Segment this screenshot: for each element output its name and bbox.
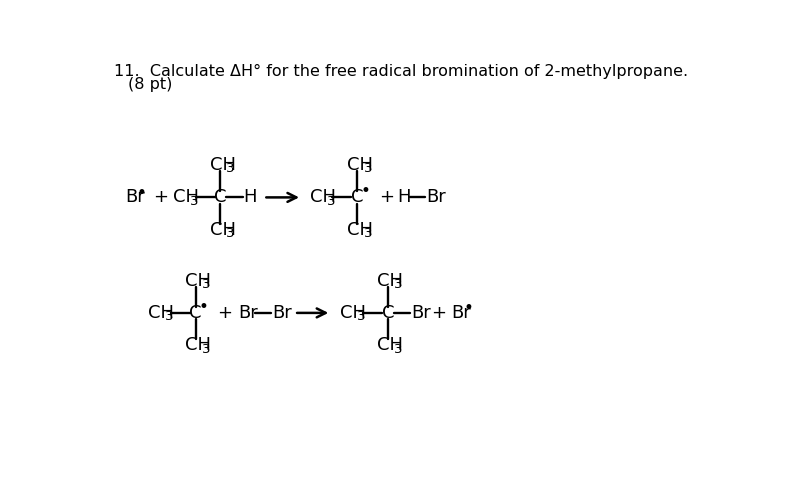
Text: CH: CH <box>309 188 335 206</box>
Text: 3: 3 <box>364 162 372 175</box>
Text: Br: Br <box>427 188 446 206</box>
Text: CH: CH <box>185 336 211 354</box>
Text: 3: 3 <box>364 227 372 240</box>
Text: CH: CH <box>340 304 366 322</box>
Text: CH: CH <box>210 156 236 174</box>
Text: +: + <box>432 304 446 322</box>
Text: 3: 3 <box>202 278 211 291</box>
Text: Br: Br <box>238 304 258 322</box>
Text: 3: 3 <box>165 310 173 323</box>
Text: +: + <box>154 188 168 206</box>
Text: Br: Br <box>411 304 431 322</box>
Text: 11.  Calculate ΔH° for the free radical bromination of 2-methylpropane.: 11. Calculate ΔH° for the free radical b… <box>114 64 688 79</box>
Text: Br: Br <box>451 304 471 322</box>
Text: 3: 3 <box>394 343 403 356</box>
Text: H: H <box>397 188 411 206</box>
Text: 3: 3 <box>227 162 235 175</box>
Text: C: C <box>351 188 364 206</box>
Text: 3: 3 <box>227 227 235 240</box>
Text: 3: 3 <box>357 310 366 323</box>
Text: Br: Br <box>273 304 292 322</box>
Text: •: • <box>360 182 370 200</box>
Text: 3: 3 <box>202 343 211 356</box>
Text: CH: CH <box>185 271 211 290</box>
Text: +: + <box>216 304 232 322</box>
Text: (8 pt): (8 pt) <box>128 77 173 93</box>
Text: CH: CH <box>148 304 174 322</box>
Text: 3: 3 <box>394 278 403 291</box>
Text: •: • <box>198 298 208 316</box>
Text: +: + <box>379 188 394 206</box>
Text: C: C <box>190 304 202 322</box>
Text: C: C <box>214 188 227 206</box>
Text: H: H <box>243 188 256 206</box>
Text: C: C <box>382 304 394 322</box>
Text: 3: 3 <box>190 195 198 208</box>
Text: CH: CH <box>347 220 373 239</box>
Text: CH: CH <box>347 156 373 174</box>
Text: CH: CH <box>210 220 236 239</box>
Text: •: • <box>463 299 473 318</box>
Text: •: • <box>137 184 147 202</box>
Text: Br: Br <box>125 188 145 206</box>
Text: 3: 3 <box>326 195 335 208</box>
Text: CH: CH <box>377 271 403 290</box>
Text: CH: CH <box>377 336 403 354</box>
Text: CH: CH <box>173 188 199 206</box>
